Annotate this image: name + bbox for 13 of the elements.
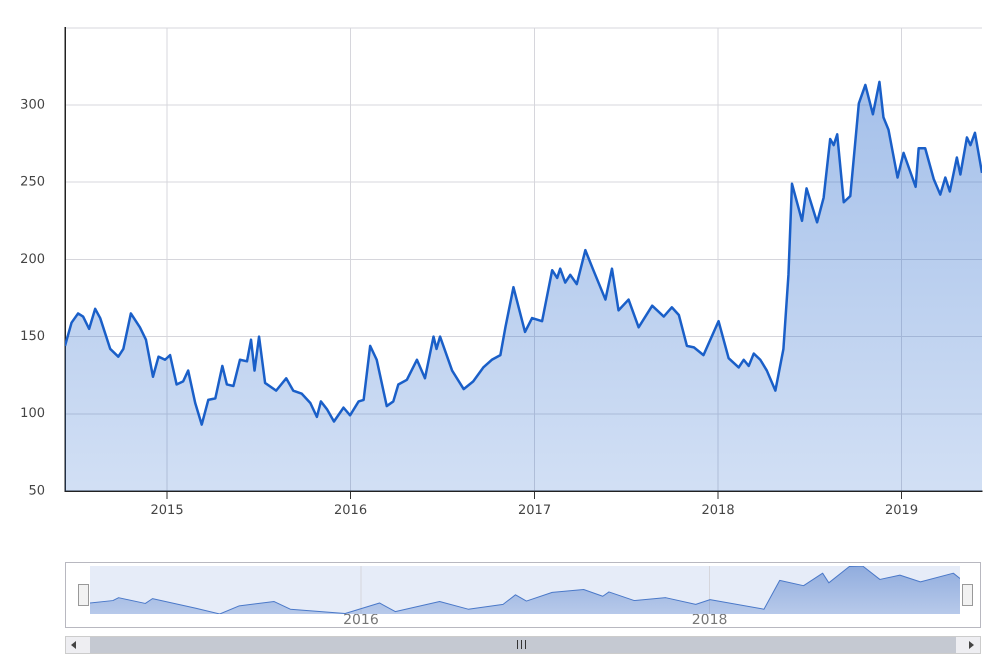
y-tick-label: 200 [20, 252, 45, 267]
y-tick-label: 150 [20, 328, 45, 344]
x-tick-label: 2017 [518, 503, 552, 518]
x-tick-label: 2016 [334, 503, 368, 518]
y-tick-label: 250 [20, 174, 45, 190]
x-tick-label: 2019 [885, 503, 918, 518]
y-tick-label: 100 [20, 406, 45, 422]
y-tick-label: 300 [20, 97, 45, 112]
x-tick-label: 2018 [692, 612, 728, 628]
x-tick-label: 2015 [150, 503, 184, 518]
x-tick-label: 2018 [702, 503, 735, 518]
y-tick-label: 50 [28, 483, 45, 498]
x-tick-label: 2016 [343, 612, 379, 628]
